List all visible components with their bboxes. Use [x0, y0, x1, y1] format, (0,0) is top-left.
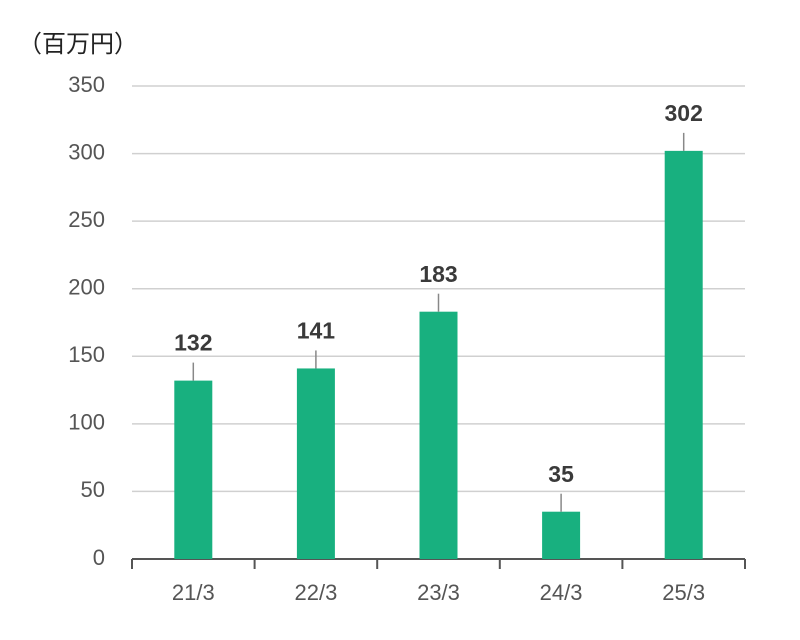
value-label: 141 [297, 318, 336, 344]
bar [419, 311, 458, 559]
value-label: 35 [548, 461, 574, 487]
chart-title: （百万円） [18, 30, 138, 58]
value-label: 132 [174, 330, 212, 356]
y-tick-label: 150 [68, 342, 105, 367]
x-tick-label: 21/3 [172, 580, 215, 605]
bar [664, 150, 703, 559]
value-label: 302 [665, 100, 703, 126]
y-tick-label: 300 [68, 139, 105, 164]
x-tick-label: 23/3 [417, 580, 460, 605]
y-tick-label: 350 [68, 72, 105, 97]
y-tick-label: 200 [68, 275, 105, 300]
y-tick-label: 100 [68, 410, 105, 435]
x-tick-label: 22/3 [294, 580, 337, 605]
bar [296, 368, 335, 559]
y-tick-label: 250 [68, 207, 105, 232]
bar [174, 380, 213, 559]
value-label: 183 [419, 261, 457, 287]
x-tick-label: 25/3 [662, 580, 705, 605]
x-tick-label: 24/3 [540, 580, 583, 605]
bar [542, 511, 581, 559]
y-tick-label: 50 [81, 477, 105, 502]
y-tick-label: 0 [93, 545, 105, 570]
